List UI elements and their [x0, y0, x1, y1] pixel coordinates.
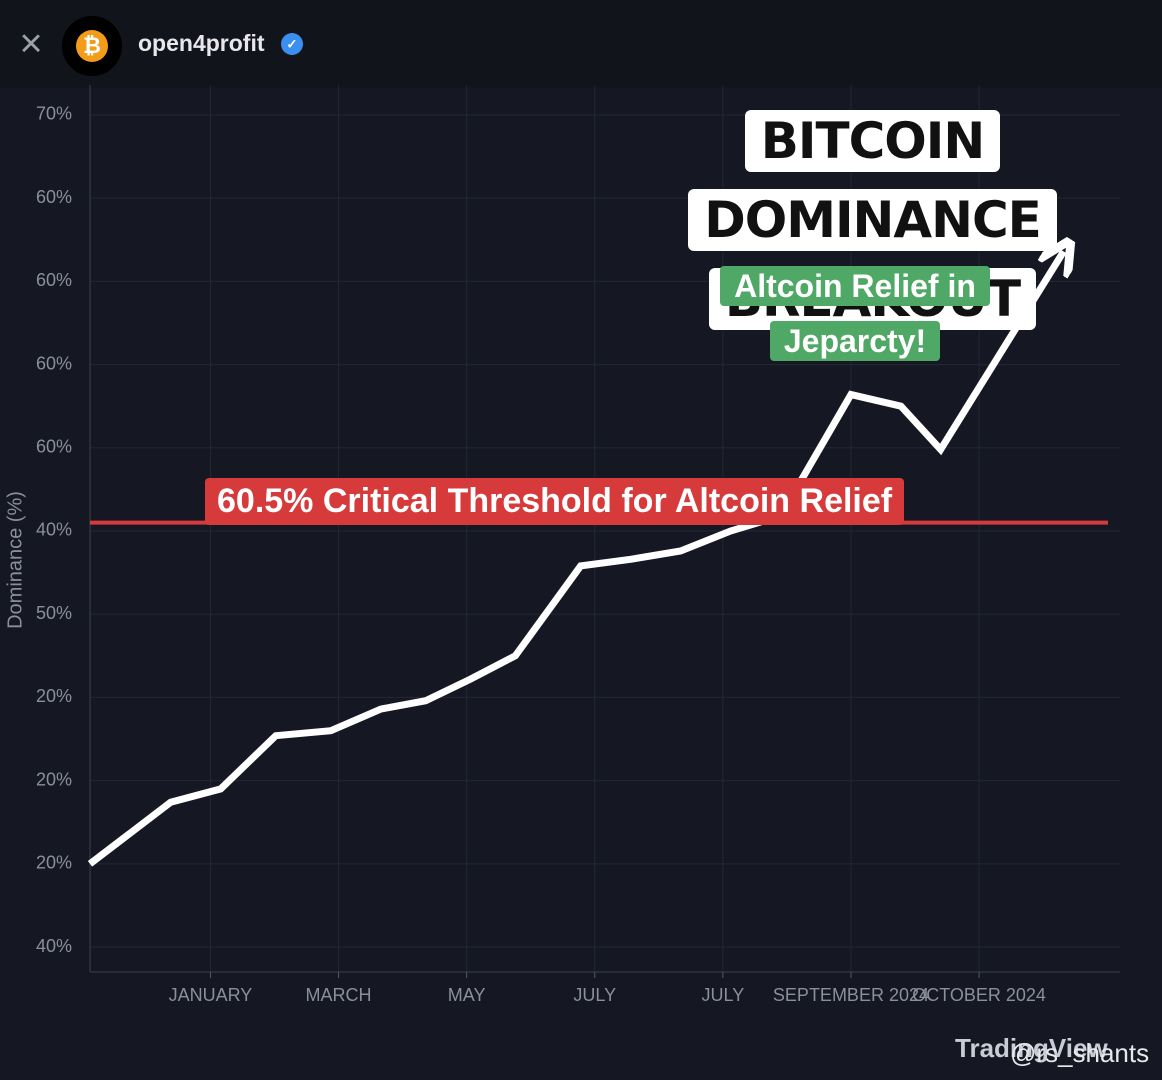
threshold-label: 60.5% Critical Threshold for Altcoin Rel… [205, 478, 905, 525]
header-bar [0, 0, 1162, 88]
y-axis-label: Dominance (%) [4, 491, 26, 629]
username[interactable]: open4profit [138, 30, 265, 56]
avatar-symbol: ₿ [83, 33, 101, 58]
watermark: @rs_shants [1010, 1038, 1149, 1068]
annotation-box: Altcoin Relief in Jeparcty! [700, 262, 1010, 372]
data-line [87, 251, 1064, 867]
x-tick-label: OCTOBER 2024 [912, 985, 1046, 1005]
y-tick-label: 20% [36, 769, 72, 789]
y-tick-label: 40% [36, 520, 72, 540]
y-tick-label: 40% [36, 936, 72, 956]
x-tick-label: SEPTEMBER 2024 [773, 985, 929, 1005]
annotation: Altcoin Relief in Jeparcty! [720, 266, 990, 361]
y-tick-label: 60% [36, 187, 72, 207]
x-tick-label: MAY [448, 985, 486, 1005]
y-tick-label: 60% [36, 353, 72, 373]
x-tick-label: JULY [702, 985, 745, 1005]
x-tick-label: JULY [573, 985, 616, 1005]
y-tick-label: 60% [36, 270, 72, 290]
y-tick-label: 50% [36, 603, 72, 623]
verified-badge [281, 33, 303, 55]
y-tick-label: 70% [36, 104, 72, 124]
x-tick-label: MARCH [306, 985, 372, 1005]
close-button[interactable]: × [19, 22, 42, 66]
y-tick-label: 20% [36, 853, 72, 873]
x-tick-label: JANUARY [169, 985, 253, 1005]
watermark: TradingView [955, 1033, 1108, 1063]
avatar-coin [76, 30, 108, 62]
verified-mark: ✓ [287, 36, 298, 51]
y-tick-label: 20% [36, 686, 72, 706]
y-tick-label: 60% [36, 437, 72, 457]
